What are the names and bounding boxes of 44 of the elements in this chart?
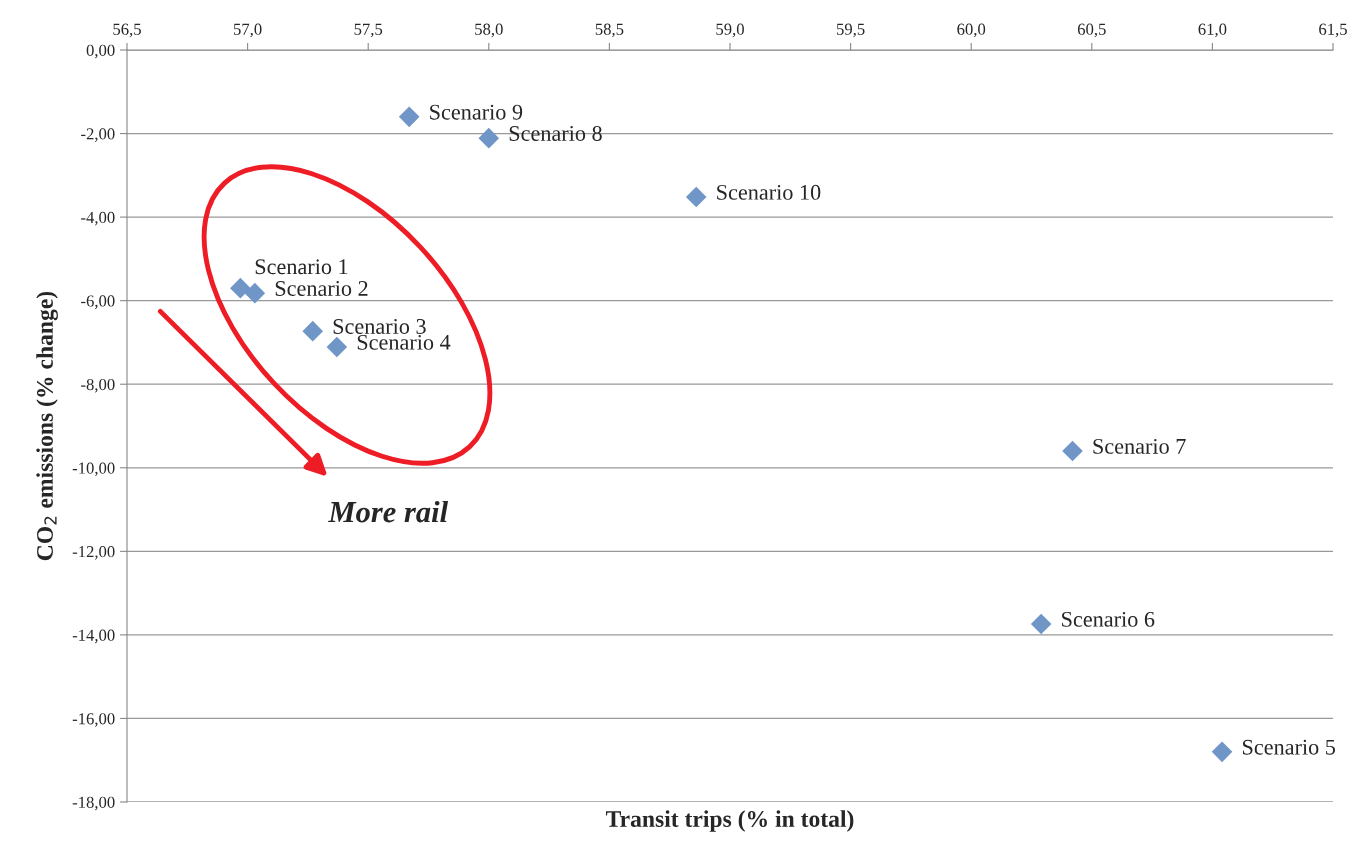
- x-tick-label: 60,0: [957, 23, 986, 38]
- y-tick-label: -10,00: [72, 462, 115, 477]
- x-tick-label: 57,0: [233, 23, 262, 38]
- point: [302, 320, 324, 342]
- annotation: Scenario 4: [357, 334, 451, 350]
- x-tick-label: 59,0: [716, 23, 744, 38]
- y-tick-label: -18,00: [72, 796, 115, 811]
- annotation: Scenario 3: [333, 319, 426, 334]
- annotation: Scenario 2: [275, 281, 368, 296]
- x-tick-label: 60,5: [1077, 23, 1106, 38]
- point: [478, 127, 500, 149]
- point: [1030, 613, 1052, 635]
- annotation: Scenario 7: [1093, 438, 1186, 454]
- annotation: Scenario 1: [255, 259, 348, 275]
- y-axis-title: CO$_{2}$ emissions (% change): [36, 291, 58, 561]
- point: [685, 186, 707, 208]
- annotation: Scenario 10: [717, 184, 821, 200]
- x-tick-label: 59,5: [836, 23, 865, 38]
- y-tick-label: 0,00: [86, 44, 115, 59]
- y-tick-label: -12,00: [72, 546, 115, 560]
- x-axis-title: Transit trips (% in total): [605, 810, 854, 832]
- x-tick-label: 58,5: [595, 23, 624, 38]
- point: [1062, 440, 1083, 462]
- point: [1211, 741, 1233, 763]
- y-tick-label: -16,00: [72, 713, 115, 727]
- annotation: Scenario 5: [1242, 739, 1336, 755]
- annotation: Scenario 9: [430, 104, 523, 120]
- annotation: More rail: [328, 500, 449, 523]
- y-tick-label: -4,00: [81, 211, 115, 226]
- point: [244, 282, 266, 304]
- y-tick-label: -6,00: [81, 295, 115, 310]
- annotation: Scenario 6: [1062, 611, 1155, 627]
- x-tick-label: 56,5: [113, 23, 141, 38]
- point: [398, 106, 420, 128]
- y-tick-label: -14,00: [72, 629, 115, 644]
- point: [230, 277, 251, 299]
- x-tick-label: 61,5: [1319, 23, 1347, 38]
- x-tick-label: 58,0: [475, 23, 503, 38]
- point: [326, 336, 348, 358]
- x-tick-label: 61,0: [1198, 23, 1227, 38]
- y-tick-label: -8,00: [81, 378, 115, 393]
- x-tick-label: 57,5: [354, 23, 383, 38]
- y-tick-label: -2,00: [81, 128, 115, 142]
- annotation: Scenario 8: [509, 125, 602, 141]
